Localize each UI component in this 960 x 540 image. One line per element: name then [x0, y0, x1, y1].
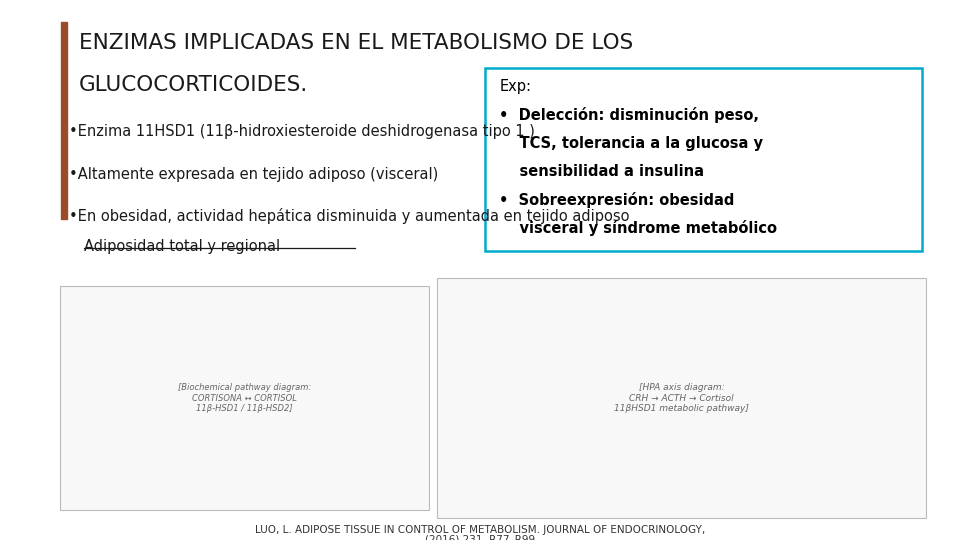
Text: Exp:: Exp: — [499, 79, 531, 94]
Text: •  Delección: disminución peso,: • Delección: disminución peso, — [499, 107, 759, 124]
Text: •  Sobreexpresión: obesidad: • Sobreexpresión: obesidad — [499, 192, 734, 208]
Text: sensibilidad a insulina: sensibilidad a insulina — [499, 164, 705, 179]
Bar — [61, 22, 67, 219]
Bar — [437, 278, 926, 518]
Bar — [60, 286, 429, 510]
Text: GLUCOCORTICOIDES.: GLUCOCORTICOIDES. — [79, 75, 308, 94]
Text: (2016) 231, R77–R99: (2016) 231, R77–R99 — [425, 535, 535, 540]
Text: ENZIMAS IMPLICADAS EN EL METABOLISMO DE LOS: ENZIMAS IMPLICADAS EN EL METABOLISMO DE … — [79, 33, 633, 53]
Text: [HPA axis diagram:
CRH → ACTH → Cortisol
11βHSD1 metabolic pathway]: [HPA axis diagram: CRH → ACTH → Cortisol… — [614, 383, 749, 413]
Text: LUO, L. ADIPOSE TISSUE IN CONTROL OF METABOLISM. JOURNAL OF ENDOCRINOLOGY,: LUO, L. ADIPOSE TISSUE IN CONTROL OF MET… — [254, 525, 706, 535]
Text: •Enzima 11HSD1 (11β-hidroxiesteroide deshidrogenasa tipo 1 ): •Enzima 11HSD1 (11β-hidroxiesteroide des… — [69, 124, 535, 139]
Text: TCS, tolerancia a la glucosa y: TCS, tolerancia a la glucosa y — [499, 136, 763, 151]
Text: visceral y síndrome metabólico: visceral y síndrome metabólico — [499, 220, 778, 236]
Text: Adiposidad total y regional: Adiposidad total y regional — [84, 239, 280, 254]
Text: •En obesidad, actividad hepática disminuida y aumentada en tejido adiposo: •En obesidad, actividad hepática disminu… — [69, 208, 630, 224]
FancyBboxPatch shape — [485, 68, 922, 251]
Text: •Altamente expresada en tejido adiposo (visceral): •Altamente expresada en tejido adiposo (… — [69, 167, 439, 183]
Text: [Biochemical pathway diagram:
CORTISONA ↔ CORTISOL
11β-HSD1 / 11β-HSD2]: [Biochemical pathway diagram: CORTISONA … — [178, 383, 311, 413]
